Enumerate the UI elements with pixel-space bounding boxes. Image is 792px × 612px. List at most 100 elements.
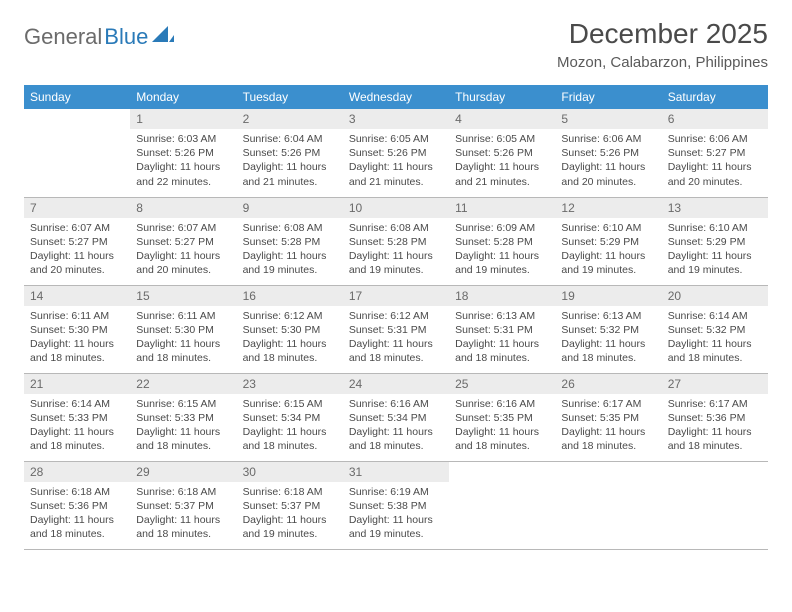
day-number: 3 xyxy=(343,109,449,129)
daylight-line-1: Daylight: 11 hours xyxy=(561,249,655,263)
day-number: 5 xyxy=(555,109,661,129)
title-block: December 2025 Mozon, Calabarzon, Philipp… xyxy=(557,18,768,71)
day-number: 17 xyxy=(343,286,449,306)
daylight-line-2: and 18 minutes. xyxy=(243,439,337,453)
daylight-line-2: and 20 minutes. xyxy=(561,175,655,189)
daylight-line-2: and 18 minutes. xyxy=(455,439,549,453)
calendar-day-cell: 29Sunrise: 6:18 AMSunset: 5:37 PMDayligh… xyxy=(130,461,236,549)
sunset-line: Sunset: 5:32 PM xyxy=(668,323,762,337)
day-details: Sunrise: 6:15 AMSunset: 5:34 PMDaylight:… xyxy=(237,394,343,460)
brand-logo: General Blue xyxy=(24,24,174,50)
sunrise-line: Sunrise: 6:18 AM xyxy=(136,485,230,499)
sunset-line: Sunset: 5:27 PM xyxy=(30,235,124,249)
sunset-line: Sunset: 5:29 PM xyxy=(561,235,655,249)
day-details: Sunrise: 6:16 AMSunset: 5:34 PMDaylight:… xyxy=(343,394,449,460)
calendar-day-cell: 26Sunrise: 6:17 AMSunset: 5:35 PMDayligh… xyxy=(555,373,661,461)
day-number: 27 xyxy=(662,374,768,394)
sunrise-line: Sunrise: 6:18 AM xyxy=(243,485,337,499)
calendar-day-cell: 7Sunrise: 6:07 AMSunset: 5:27 PMDaylight… xyxy=(24,197,130,285)
sunset-line: Sunset: 5:28 PM xyxy=(455,235,549,249)
calendar-day-cell: 15Sunrise: 6:11 AMSunset: 5:30 PMDayligh… xyxy=(130,285,236,373)
weekday-header: Wednesday xyxy=(343,85,449,109)
calendar-week-row: 1Sunrise: 6:03 AMSunset: 5:26 PMDaylight… xyxy=(24,109,768,197)
daylight-line-2: and 18 minutes. xyxy=(561,351,655,365)
calendar-day-cell: 1Sunrise: 6:03 AMSunset: 5:26 PMDaylight… xyxy=(130,109,236,197)
daylight-line-2: and 18 minutes. xyxy=(349,439,443,453)
day-number: 4 xyxy=(449,109,555,129)
sunset-line: Sunset: 5:30 PM xyxy=(243,323,337,337)
day-number: 20 xyxy=(662,286,768,306)
daylight-line-1: Daylight: 11 hours xyxy=(349,337,443,351)
calendar-week-row: 28Sunrise: 6:18 AMSunset: 5:36 PMDayligh… xyxy=(24,461,768,549)
daylight-line-1: Daylight: 11 hours xyxy=(136,160,230,174)
daylight-line-1: Daylight: 11 hours xyxy=(455,160,549,174)
day-number: 28 xyxy=(24,462,130,482)
sunrise-line: Sunrise: 6:06 AM xyxy=(668,132,762,146)
calendar-day-cell: 16Sunrise: 6:12 AMSunset: 5:30 PMDayligh… xyxy=(237,285,343,373)
day-number: 24 xyxy=(343,374,449,394)
calendar-day-cell: 24Sunrise: 6:16 AMSunset: 5:34 PMDayligh… xyxy=(343,373,449,461)
sunset-line: Sunset: 5:34 PM xyxy=(349,411,443,425)
day-number: 7 xyxy=(24,198,130,218)
day-details: Sunrise: 6:19 AMSunset: 5:38 PMDaylight:… xyxy=(343,482,449,548)
daylight-line-2: and 18 minutes. xyxy=(30,527,124,541)
sunrise-line: Sunrise: 6:06 AM xyxy=(561,132,655,146)
sunrise-line: Sunrise: 6:15 AM xyxy=(243,397,337,411)
daylight-line-2: and 21 minutes. xyxy=(349,175,443,189)
day-details: Sunrise: 6:13 AMSunset: 5:32 PMDaylight:… xyxy=(555,306,661,372)
sunrise-line: Sunrise: 6:18 AM xyxy=(30,485,124,499)
daylight-line-2: and 18 minutes. xyxy=(349,351,443,365)
weekday-header: Monday xyxy=(130,85,236,109)
daylight-line-2: and 19 minutes. xyxy=(455,263,549,277)
daylight-line-1: Daylight: 11 hours xyxy=(243,337,337,351)
daylight-line-2: and 19 minutes. xyxy=(349,527,443,541)
weekday-header: Saturday xyxy=(662,85,768,109)
calendar-day-cell: 3Sunrise: 6:05 AMSunset: 5:26 PMDaylight… xyxy=(343,109,449,197)
weekday-header: Friday xyxy=(555,85,661,109)
calendar-week-row: 7Sunrise: 6:07 AMSunset: 5:27 PMDaylight… xyxy=(24,197,768,285)
calendar-day-cell: 21Sunrise: 6:14 AMSunset: 5:33 PMDayligh… xyxy=(24,373,130,461)
day-details: Sunrise: 6:06 AMSunset: 5:26 PMDaylight:… xyxy=(555,129,661,195)
calendar-day-cell: 20Sunrise: 6:14 AMSunset: 5:32 PMDayligh… xyxy=(662,285,768,373)
sunset-line: Sunset: 5:30 PM xyxy=(136,323,230,337)
daylight-line-1: Daylight: 11 hours xyxy=(30,337,124,351)
day-number: 31 xyxy=(343,462,449,482)
sunset-line: Sunset: 5:32 PM xyxy=(561,323,655,337)
day-number: 21 xyxy=(24,374,130,394)
sunset-line: Sunset: 5:26 PM xyxy=(561,146,655,160)
day-details: Sunrise: 6:17 AMSunset: 5:36 PMDaylight:… xyxy=(662,394,768,460)
daylight-line-1: Daylight: 11 hours xyxy=(561,160,655,174)
day-number: 22 xyxy=(130,374,236,394)
daylight-line-1: Daylight: 11 hours xyxy=(243,160,337,174)
day-details: Sunrise: 6:03 AMSunset: 5:26 PMDaylight:… xyxy=(130,129,236,195)
sunrise-line: Sunrise: 6:11 AM xyxy=(30,309,124,323)
daylight-line-2: and 18 minutes. xyxy=(30,351,124,365)
daylight-line-2: and 20 minutes. xyxy=(136,263,230,277)
sunrise-line: Sunrise: 6:08 AM xyxy=(243,221,337,235)
daylight-line-2: and 21 minutes. xyxy=(455,175,549,189)
calendar-day-cell: 19Sunrise: 6:13 AMSunset: 5:32 PMDayligh… xyxy=(555,285,661,373)
sunset-line: Sunset: 5:38 PM xyxy=(349,499,443,513)
daylight-line-1: Daylight: 11 hours xyxy=(136,249,230,263)
sunset-line: Sunset: 5:33 PM xyxy=(30,411,124,425)
sunrise-line: Sunrise: 6:05 AM xyxy=(349,132,443,146)
day-details: Sunrise: 6:04 AMSunset: 5:26 PMDaylight:… xyxy=(237,129,343,195)
daylight-line-1: Daylight: 11 hours xyxy=(243,425,337,439)
day-number: 26 xyxy=(555,374,661,394)
daylight-line-1: Daylight: 11 hours xyxy=(136,513,230,527)
day-number: 2 xyxy=(237,109,343,129)
sunset-line: Sunset: 5:26 PM xyxy=(243,146,337,160)
day-number: 14 xyxy=(24,286,130,306)
sunrise-line: Sunrise: 6:04 AM xyxy=(243,132,337,146)
day-number: 6 xyxy=(662,109,768,129)
daylight-line-1: Daylight: 11 hours xyxy=(30,249,124,263)
calendar-day-cell: 23Sunrise: 6:15 AMSunset: 5:34 PMDayligh… xyxy=(237,373,343,461)
day-number: 8 xyxy=(130,198,236,218)
sunset-line: Sunset: 5:26 PM xyxy=(455,146,549,160)
daylight-line-1: Daylight: 11 hours xyxy=(243,249,337,263)
day-number: 15 xyxy=(130,286,236,306)
daylight-line-1: Daylight: 11 hours xyxy=(349,513,443,527)
sunset-line: Sunset: 5:35 PM xyxy=(561,411,655,425)
sunset-line: Sunset: 5:35 PM xyxy=(455,411,549,425)
day-number: 9 xyxy=(237,198,343,218)
